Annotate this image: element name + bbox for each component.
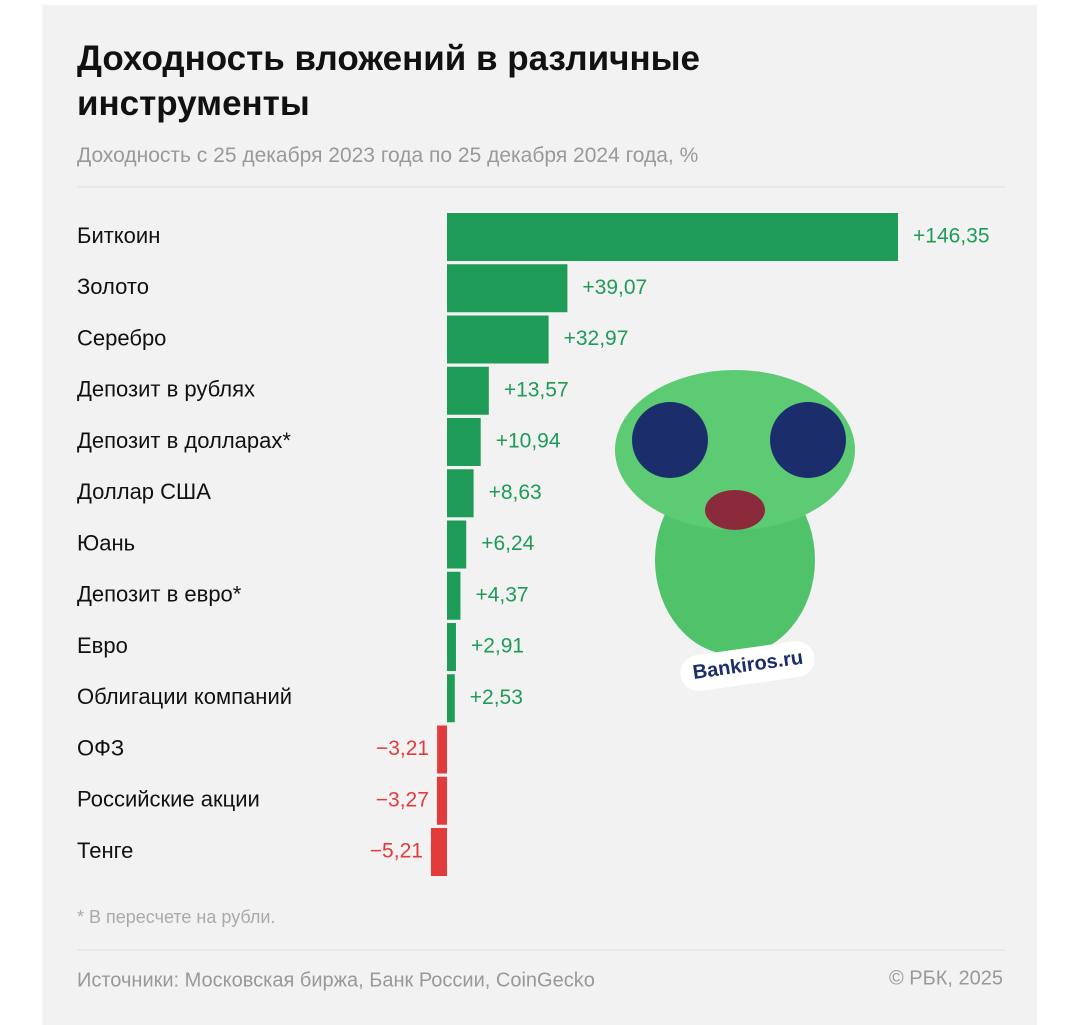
value-label: +39,07 [582,276,647,299]
chart-title: Доходность вложений в различные инструме… [77,39,700,123]
value-label: +2,91 [471,635,524,658]
bar [447,623,456,671]
value-label: +2,53 [470,686,523,709]
category-label: Золото [77,274,149,299]
mascot-badge [680,641,815,691]
value-label: +10,94 [496,430,561,453]
mascot: Bankiros.ru [615,370,855,691]
value-label: +4,37 [475,583,528,606]
value-label: +146,35 [913,225,990,248]
mascot-eye [770,402,846,478]
bar [436,776,447,825]
category-label: Евро [77,633,128,658]
category-label: Депозит в евро* [77,582,242,607]
bar [430,828,447,876]
bar [447,469,474,518]
chart-subtitle: Доходность с 25 декабря 2023 года по 25 … [77,144,699,167]
bar [447,315,549,364]
bar [447,520,467,569]
category-label: Депозит в рублях [77,377,255,402]
value-label: −5,21 [370,840,423,863]
value-label: −3,21 [376,737,429,760]
category-label: Российские акции [77,787,260,812]
bar [447,571,461,620]
category-label: Юань [77,530,135,555]
bar [447,674,455,723]
copyright: © РБК, 2025 [889,967,1003,989]
value-label: +6,24 [481,532,534,555]
category-label: Облигации компаний [77,684,292,709]
bar [447,264,568,313]
category-label: Серебро [77,325,166,350]
category-label: Тенге [77,838,133,863]
footnote: * В пересчете на рубли. [77,907,275,927]
bar [447,418,481,466]
mascot-mouth [705,490,765,530]
bar [447,366,489,415]
value-label: +32,97 [564,327,629,350]
category-label: Биткоин [77,223,160,248]
card [42,5,1037,1025]
source: Источники: Московская биржа, Банк России… [77,969,595,991]
category-label: Доллар США [77,479,211,504]
value-label: −3,27 [376,788,429,811]
category-label: Депозит в долларах* [77,428,291,453]
category-label: ОФЗ [77,735,124,760]
bar [437,725,447,774]
mascot-eye [632,402,708,478]
bar [447,213,898,261]
value-label: +13,57 [504,378,569,401]
value-label: +8,63 [489,481,542,504]
